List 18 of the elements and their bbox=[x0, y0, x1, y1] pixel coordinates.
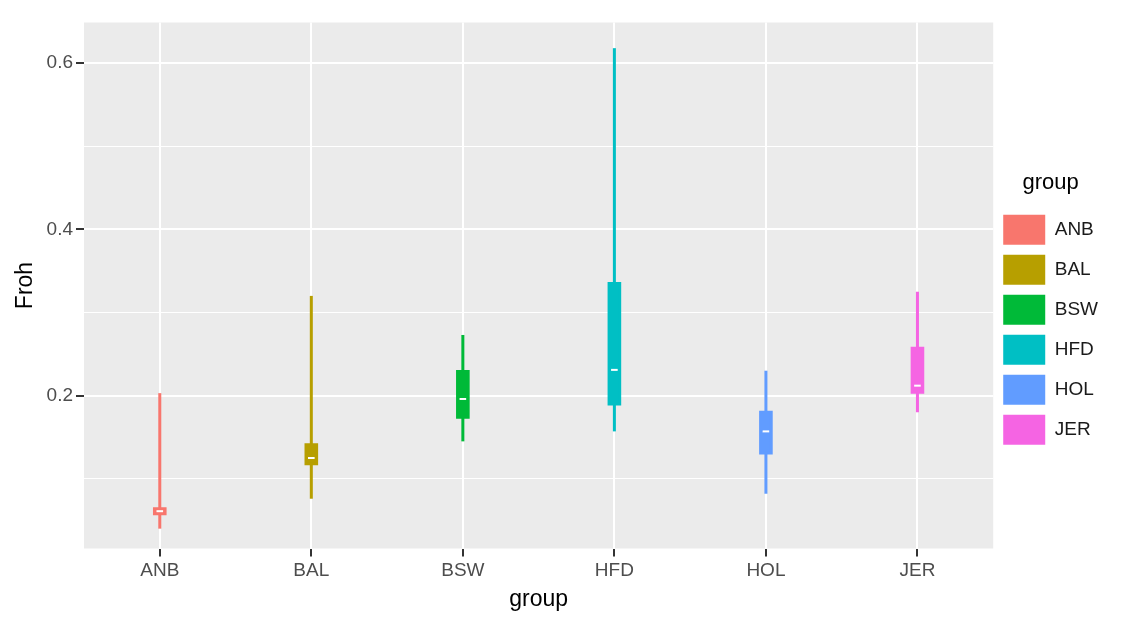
legend-title: group bbox=[1022, 169, 1079, 195]
x-tick-label: JER bbox=[899, 559, 936, 581]
legend-label: BSW bbox=[1054, 297, 1099, 319]
x-axis-title: group bbox=[509, 584, 569, 611]
y-tick-label: 0.2 bbox=[46, 383, 74, 405]
legend-label: HFD bbox=[1054, 337, 1094, 359]
x-tick-label: BAL bbox=[293, 559, 330, 581]
legend-label: ANB bbox=[1054, 217, 1094, 239]
x-tick-label: HOL bbox=[746, 559, 786, 581]
legend-label: HOL bbox=[1054, 377, 1094, 399]
x-tick-label: ANB bbox=[140, 559, 180, 581]
y-tick-label: 0.6 bbox=[46, 51, 74, 73]
x-tick-label: BSW bbox=[441, 559, 485, 581]
legend-label: BAL bbox=[1054, 257, 1091, 279]
legend-label: JER bbox=[1054, 417, 1091, 439]
x-tick-label: HFD bbox=[594, 559, 634, 581]
y-axis-title: Froh bbox=[11, 261, 38, 310]
y-tick-label: 0.4 bbox=[46, 217, 74, 239]
